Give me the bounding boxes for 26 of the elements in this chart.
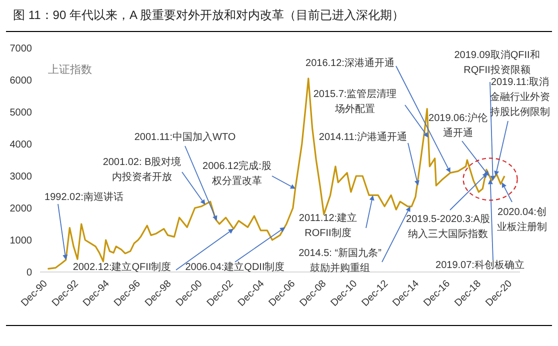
annotation: 2001.11:中国加入WTO: [134, 131, 236, 143]
annotation: 2006.12完成:股权分置改革: [202, 160, 272, 187]
y-tick-label: 5000: [10, 108, 32, 119]
y-tick-label: 4000: [10, 140, 32, 151]
y-tick-label: 2000: [10, 204, 32, 215]
annotation: 2002.12:建立QFII制度: [72, 261, 172, 273]
annotation: 2001.02: B股对境内投资者开放: [102, 156, 182, 183]
annotation: 2019.5-2020.3:A股纳入三大国际指数: [406, 214, 490, 240]
annotation: 2006.04:建立QDII制度: [185, 261, 285, 273]
annotation: 2019.09取消QFII和RQFII投资限额: [454, 49, 540, 76]
annotation: 2019.07:科创板确立: [436, 259, 524, 271]
annotation: 2014.5: “新国九条”鼓励并购重组: [298, 247, 382, 274]
annotation: 2014.11:沪港通开通: [318, 131, 408, 143]
annotation: 2015.7:监管层清理场外配置: [313, 88, 397, 115]
chart-title: 图 11：90 年代以来，A 股重要对外开放和对内改革（目前已进入深化期）: [6, 3, 552, 32]
y-tick-label: 0: [26, 268, 32, 279]
annotation: 2019.06:沪伦通开通: [428, 112, 488, 139]
y-tick-label: 6000: [10, 76, 32, 87]
y-axis-title: 上证指数: [48, 63, 92, 77]
y-tick-label: 7000: [10, 44, 32, 55]
annotation: 2011.12:建立ROFII制度: [298, 212, 358, 239]
y-tick-label: 3000: [10, 172, 32, 183]
annotation: 2016.12:深港通开通: [306, 57, 394, 69]
y-tick-label: 1000: [10, 236, 32, 247]
annotation: 2020.04:创业板注册制: [497, 206, 547, 233]
annotation: 1992.02:南巡讲话: [44, 191, 124, 203]
